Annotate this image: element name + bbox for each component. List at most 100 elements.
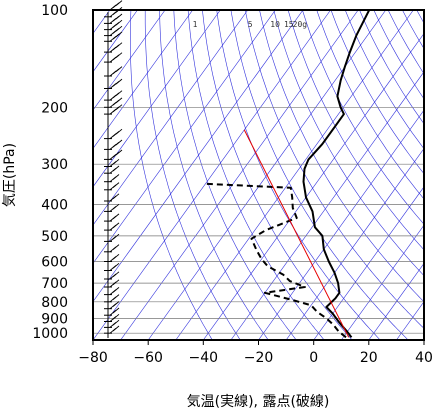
profile-series	[205, 10, 371, 339]
mixing-ratio-label: 1	[193, 20, 198, 29]
isotherm-line	[93, 10, 304, 303]
wind-barb	[104, 262, 120, 271]
wind-barb	[104, 313, 120, 322]
wind-barb	[104, 182, 120, 191]
wind-barb-feather	[112, 319, 120, 326]
wind-barb	[104, 66, 123, 77]
wind-barb-feather	[112, 222, 120, 229]
wind-barb	[104, 19, 123, 31]
y-tick-label: 200	[41, 100, 68, 116]
isotherm-line	[175, 10, 414, 340]
wind-barb-feather	[115, 97, 123, 104]
y-axis-title: 気圧(hPa)	[2, 143, 18, 207]
wind-barb	[104, 31, 123, 42]
isotherm-line	[313, 186, 424, 340]
y-tick-label: 500	[41, 229, 68, 245]
wind-barb	[104, 279, 120, 288]
wind-barb	[104, 128, 123, 140]
wind-barb	[104, 78, 123, 89]
wind-barb	[104, 301, 120, 310]
x-tick-label: 40	[415, 350, 433, 366]
dry-adiabat-line	[259, 10, 424, 303]
y-tick-label: 400	[41, 198, 68, 214]
dry-adiabat-line	[173, 10, 297, 340]
mixing-ratio-label: 15	[284, 20, 294, 29]
wind-barb	[104, 158, 120, 167]
dry-adiabat-line	[159, 10, 269, 340]
dry-adiabat-line	[202, 10, 353, 340]
x-tick-label: −20	[244, 350, 274, 366]
wind-barb-feather	[112, 182, 120, 188]
mixing-ratio-label: 10	[270, 20, 280, 29]
dry-adiabat-line	[316, 10, 424, 200]
isotherm-line	[93, 10, 221, 188]
wind-barb-feather	[115, 90, 123, 97]
wind-barb-feather	[112, 313, 120, 320]
isotherm-line	[368, 262, 424, 340]
wind-barb	[104, 90, 123, 101]
dry-adiabat-line	[129, 10, 213, 340]
isotherm-line	[93, 10, 166, 111]
y-tick-label: 700	[41, 276, 68, 292]
wind-barb-feather	[115, 13, 123, 20]
wind-barb	[104, 13, 123, 24]
mixing-ratio-label: 20g	[293, 20, 308, 29]
wind-barb	[104, 149, 123, 160]
wind-barb-feather	[112, 203, 120, 210]
reference-line	[243, 129, 350, 338]
wind-barb	[104, 271, 120, 280]
wind-barb	[104, 244, 120, 253]
wind-barb	[104, 287, 120, 296]
wind-barb	[104, 233, 120, 242]
isotherm-line	[230, 71, 424, 340]
wind-barb-feather	[115, 104, 123, 111]
wind-barb	[104, 139, 123, 150]
wind-barb	[104, 25, 123, 37]
isotherm-line	[341, 224, 424, 340]
isotherm-line	[93, 10, 249, 226]
wind-barb-feather	[115, 31, 123, 38]
isotherm-line	[203, 32, 424, 340]
wind-barb	[104, 174, 120, 183]
x-tick-label: −60	[133, 350, 163, 366]
wind-barb-feather	[112, 165, 120, 172]
dry-adiabat-line	[273, 10, 424, 277]
wind-barb	[104, 307, 120, 316]
wind-barb	[104, 193, 120, 202]
wind-barb-feather	[112, 307, 120, 314]
wind-barb-feather	[115, 42, 123, 49]
dry-adiabat-line	[330, 10, 424, 175]
wind-barb-feather	[115, 66, 123, 72]
wind-barb-feather	[112, 158, 120, 165]
isotherm-line	[423, 339, 424, 340]
dry-adiabat-line	[344, 10, 424, 150]
wind-barb-feather	[115, 25, 123, 32]
wind-barb-feather	[112, 262, 120, 269]
mixing-ratio-labels: 1 5 10 15 20g	[193, 20, 308, 29]
wind-barb	[104, 203, 120, 212]
wind-barb-feather	[112, 279, 120, 286]
wind-barb-feather	[115, 78, 123, 85]
wind-barb-feather	[115, 149, 123, 156]
wind-barb	[104, 319, 120, 328]
y-tick-label: 1000	[32, 326, 68, 342]
wind-barb	[104, 213, 120, 222]
wind-barb-feather	[112, 233, 120, 240]
wind-barb-feather	[112, 271, 120, 278]
x-tick-label: 0	[309, 350, 318, 366]
y-tick-label: 900	[41, 311, 68, 327]
y-tick-label: 100	[41, 3, 68, 19]
wind-barb-feather	[112, 193, 120, 200]
isotherm-line	[285, 147, 424, 340]
wind-barb	[104, 294, 120, 303]
wind-barb-feather	[115, 52, 123, 59]
x-tick-label: −40	[189, 350, 219, 366]
isotherm-line	[93, 10, 193, 149]
dry-adiabat-line	[230, 10, 409, 340]
dry-adiabat-line	[431, 10, 435, 340]
wind-barb	[104, 52, 123, 63]
dry-adiabat-line	[144, 10, 241, 340]
isotherm-line	[93, 10, 331, 340]
